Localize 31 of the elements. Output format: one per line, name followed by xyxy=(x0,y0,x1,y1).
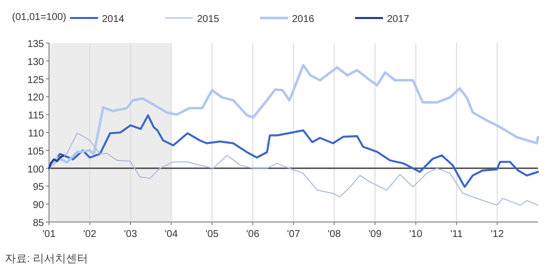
y-tick-label: 100 xyxy=(27,164,44,176)
x-tick-label: '01 xyxy=(42,229,56,240)
y-tick-label: 115 xyxy=(28,110,44,122)
text: 자료: 리서치센터 xyxy=(5,253,88,265)
x-tick-label: '12 xyxy=(490,229,504,240)
y-tick-label: 130 xyxy=(27,56,44,68)
y-axis-title: (01,01=100) xyxy=(12,12,66,23)
line-series xyxy=(48,154,64,170)
y-tick-label: 110 xyxy=(28,128,44,140)
y-tick-label: 105 xyxy=(27,146,44,158)
x-tick-label: '09 xyxy=(368,229,382,240)
legend-label: 2017 xyxy=(387,14,410,25)
x-tick-label: '06 xyxy=(246,229,260,240)
x-tick-label: '08 xyxy=(328,229,342,240)
y-tick-label: 90 xyxy=(32,200,44,212)
y-tick-label: 95 xyxy=(32,182,44,194)
y-tick-label: 85 xyxy=(32,218,44,229)
x-tick-label: '10 xyxy=(409,229,423,240)
y-tick-label: 120 xyxy=(27,92,44,104)
y-tick-label: 125 xyxy=(27,74,44,86)
x-tick-label: '02 xyxy=(83,229,97,240)
legend-label: 2015 xyxy=(197,14,220,25)
x-tick-label: '07 xyxy=(286,229,300,240)
x-tick-label: '11 xyxy=(450,229,464,240)
legend-label: 2014 xyxy=(102,14,125,25)
x-tick-label: '04 xyxy=(164,229,178,240)
y-tick-label: 135 xyxy=(27,39,44,50)
line-series xyxy=(48,64,540,170)
x-tick-label: '03 xyxy=(124,229,138,240)
x-tick-label: '05 xyxy=(205,229,219,240)
legend-label: 2016 xyxy=(292,14,315,25)
